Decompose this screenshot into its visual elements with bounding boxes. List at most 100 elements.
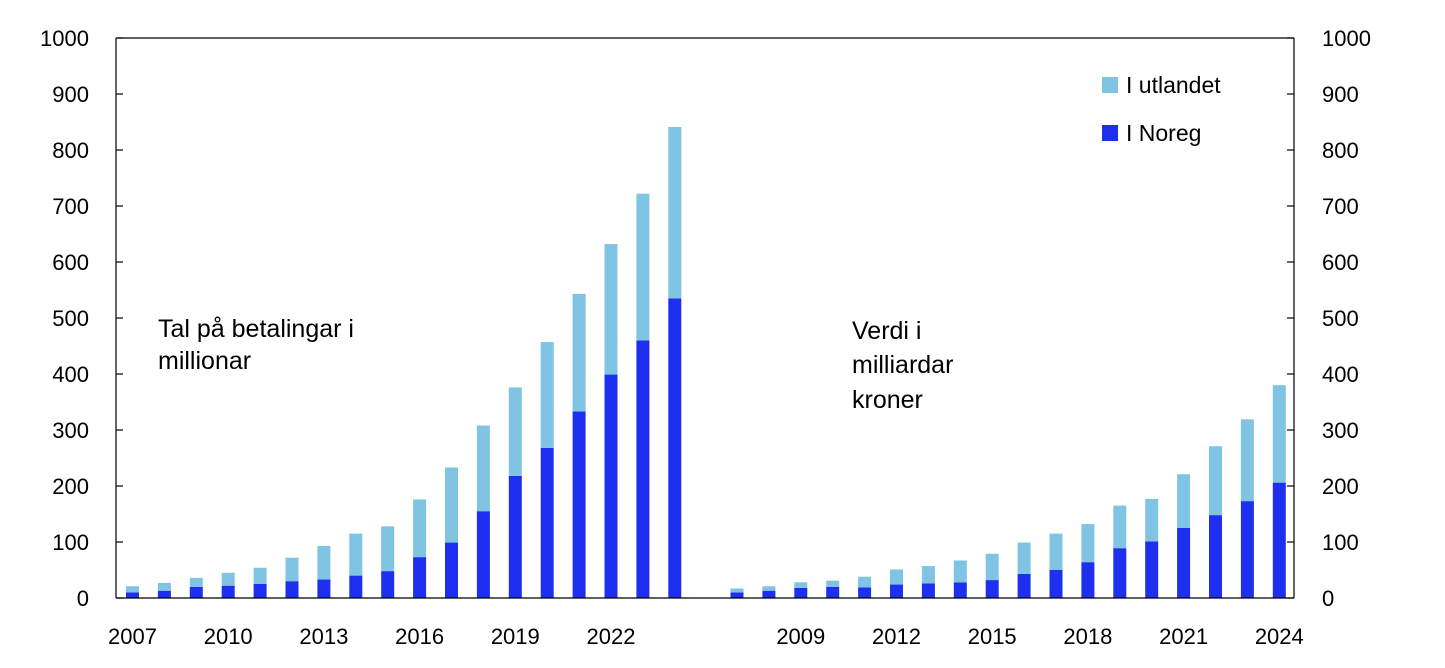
legend-label-i-utlandet: I utlandet (1126, 72, 1221, 98)
bar-panel2-2017-i-utlandet (1049, 533, 1063, 570)
right-y-tick-label-900: 900 (1322, 82, 1359, 107)
bar-panel1-2014-i-utlandet (349, 533, 363, 576)
bar-panel2-2008-i-utlandet (762, 586, 776, 591)
bar-panel1-2019-i-noreg (508, 475, 522, 598)
left-y-tick-label-100: 100 (52, 530, 89, 555)
annotation-left-line-1: Tal på betalingar i (158, 315, 354, 343)
left-y-tick-label-900: 900 (52, 82, 89, 107)
bar-panel2-2018-i-utlandet (1081, 524, 1095, 563)
right-y-tick-label-500: 500 (1322, 306, 1359, 331)
bar-panel1-2021-i-noreg (572, 411, 586, 598)
legend-swatch-i-utlandet (1102, 77, 1118, 93)
left-y-tick-label-1000: 1000 (40, 26, 89, 51)
bar-panel1-2023-i-utlandet (636, 193, 650, 341)
left-y-tick-label-200: 200 (52, 474, 89, 499)
bar-panel1-2015-i-noreg (381, 571, 395, 598)
bar-panel1-2015-i-utlandet (381, 526, 395, 572)
x-tick-label-panel1-2019: 2019 (491, 624, 540, 649)
bar-panel2-2016-i-utlandet (1017, 542, 1031, 574)
bar-panel1-2008-i-utlandet (157, 582, 171, 591)
left-y-tick-label-800: 800 (52, 138, 89, 163)
bar-panel1-2022-i-noreg (604, 374, 618, 598)
right-y-tick-label-300: 300 (1322, 418, 1359, 443)
bar-panel1-2009-i-noreg (189, 586, 203, 598)
bar-panel2-2015-i-utlandet (985, 553, 999, 581)
bar-panel1-2016-i-noreg (413, 557, 427, 598)
bar-panel2-2021-i-utlandet (1177, 474, 1191, 528)
bar-panel2-2010-i-utlandet (826, 580, 840, 587)
annotation-right-line-3: kroner (852, 386, 923, 414)
x-tick-label-panel1-2022: 2022 (587, 624, 636, 649)
bar-panel1-2010-i-utlandet (221, 572, 235, 586)
right-y-tick-label-1000: 1000 (1322, 26, 1371, 51)
bar-panel2-2024-i-noreg (1272, 482, 1286, 598)
bar-panel1-2007-i-utlandet (126, 586, 139, 593)
right-y-tick-label-600: 600 (1322, 250, 1359, 275)
bar-panel2-2008-i-noreg (762, 590, 776, 598)
left-y-tick-label-500: 500 (52, 306, 89, 331)
right-y-tick-label-100: 100 (1322, 530, 1359, 555)
bar-panel2-2012-i-utlandet (890, 569, 903, 585)
bar-panel2-2022-i-noreg (1209, 515, 1222, 598)
bar-panel1-2017-i-utlandet (445, 467, 458, 543)
bar-panel1-2012-i-noreg (285, 581, 299, 598)
bar-panel1-2021-i-utlandet (572, 293, 586, 412)
bar-panel1-2009-i-utlandet (189, 577, 203, 587)
annotation-right-line-2: milliardar (852, 351, 953, 379)
left-y-tick-label-0: 0 (77, 586, 89, 611)
bar-panel1-2012-i-utlandet (285, 557, 299, 582)
annotations: Tal på betalingar i millionar Verdi i mi… (158, 315, 953, 414)
bar-panel1-2008-i-noreg (157, 590, 171, 598)
bar-panel1-2018-i-utlandet (476, 425, 490, 512)
bar-panel2-2016-i-noreg (1017, 573, 1031, 598)
bar-panel1-2010-i-noreg (221, 585, 235, 598)
bar-panel2-2013-i-noreg (921, 583, 935, 598)
bar-panel2-2007-i-noreg (730, 592, 744, 598)
right-y-tick-label-200: 200 (1322, 474, 1359, 499)
bar-panel2-2021-i-noreg (1177, 528, 1191, 598)
x-tick-label-panel2-2024: 2024 (1255, 624, 1304, 649)
bar-panel1-2019-i-utlandet (508, 387, 522, 476)
bar-panel2-2019-i-noreg (1113, 548, 1127, 598)
right-y-tick-label-0: 0 (1322, 586, 1334, 611)
bar-panel2-2011-i-noreg (858, 587, 872, 598)
legend-label-i-noreg: I Noreg (1126, 120, 1201, 146)
bar-panel1-2018-i-noreg (476, 511, 490, 598)
bar-panel2-2017-i-noreg (1049, 570, 1063, 598)
labels-layer: 2007 2010 2013 2016 2019 2022 2009 2012 2015 2018… (40, 26, 1371, 649)
annotation-left-line-2: millionar (158, 347, 251, 375)
right-y-tick-label-400: 400 (1322, 362, 1359, 387)
bar-panel2-2023-i-utlandet (1240, 419, 1254, 502)
x-tick-label-panel2-2009: 2009 (776, 624, 825, 649)
annotation-right-line-1: Verdi i (852, 317, 921, 345)
bar-panel1-2020-i-noreg (540, 447, 554, 598)
x-tick-label-panel1-2010: 2010 (204, 624, 253, 649)
bar-panel2-2012-i-noreg (890, 584, 903, 598)
x-tick-label-panel2-2015: 2015 (968, 624, 1017, 649)
x-tick-label-panel2-2012: 2012 (872, 624, 921, 649)
left-y-tick-label-400: 400 (52, 362, 89, 387)
bar-panel2-2009-i-utlandet (794, 582, 808, 588)
bar-panel2-2015-i-noreg (985, 580, 999, 598)
bar-panel1-2013-i-noreg (317, 579, 331, 598)
bar-panel2-2019-i-utlandet (1113, 505, 1127, 549)
left-y-tick-label-600: 600 (52, 250, 89, 275)
x-tick-label-panel1-2007: 2007 (108, 624, 157, 649)
bar-panel2-2020-i-noreg (1145, 541, 1159, 598)
bar-panel2-2011-i-utlandet (858, 576, 872, 588)
bar-panel1-2023-i-noreg (636, 340, 650, 598)
bar-panel2-2014-i-noreg (953, 582, 967, 598)
right-y-tick-label-700: 700 (1322, 194, 1359, 219)
bar-panel1-2017-i-noreg (445, 542, 458, 598)
bar-panel2-2007-i-utlandet (730, 588, 744, 593)
bar-panel1-2024-i-noreg (668, 298, 682, 598)
bar-panel1-2016-i-utlandet (413, 499, 427, 558)
bar-panel1-2011-i-noreg (253, 584, 267, 598)
bar-panel1-2022-i-utlandet (604, 244, 618, 375)
bar-panel1-2011-i-utlandet (253, 567, 267, 584)
x-tick-label-panel1-2013: 2013 (299, 624, 348, 649)
bar-panel2-2022-i-utlandet (1209, 446, 1222, 516)
bar-panel2-2020-i-utlandet (1145, 498, 1159, 542)
bar-panel2-2010-i-noreg (826, 586, 840, 598)
